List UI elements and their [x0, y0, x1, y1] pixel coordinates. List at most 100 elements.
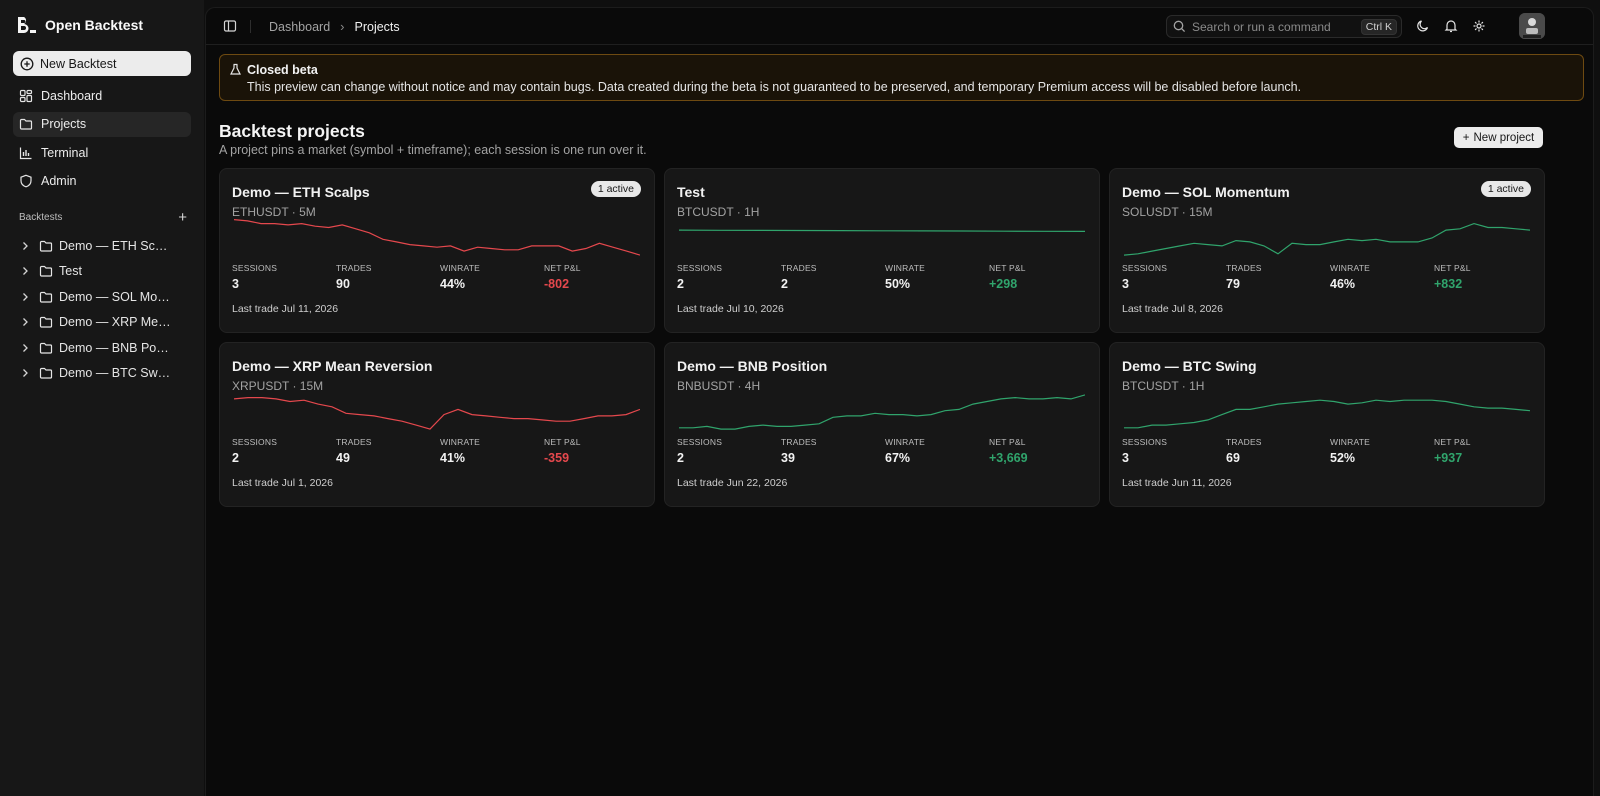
stat-label: SESSIONS [1122, 437, 1168, 447]
stat-value: 67% [885, 451, 911, 465]
stat-label: SESSIONS [677, 263, 723, 273]
stat-value: 44% [440, 277, 466, 291]
new-backtest-button[interactable]: New Backtest [13, 51, 191, 76]
stat-label: NET P&L [544, 437, 581, 447]
tree-item[interactable]: Demo — XRP Mean Reversion [19, 310, 189, 336]
bell-icon[interactable] [1444, 19, 1458, 33]
chevron-right-icon[interactable] [19, 316, 31, 328]
nav-item-dashboard[interactable]: Dashboard [13, 83, 191, 108]
dashboard-icon [19, 89, 33, 102]
project-card[interactable]: Demo — XRP Mean Reversion XRPUSDT · 15M … [219, 342, 655, 507]
breadcrumb: Dashboard › Projects [269, 19, 400, 34]
stat-net-pnl: NET P&L +298 [989, 263, 1026, 291]
folder-icon [39, 342, 53, 354]
stat-label: TRADES [336, 263, 372, 273]
stat-net-pnl: NET P&L -359 [544, 437, 581, 465]
stat-net-pnl: NET P&L +832 [1434, 263, 1471, 291]
project-card[interactable]: Demo — ETH Scalps ETHUSDT · 5M 1 active … [219, 168, 655, 333]
breadcrumb-projects: Projects [354, 19, 400, 34]
project-card[interactable]: Demo — BTC Swing BTCUSDT · 1H SESSIONS 3… [1109, 342, 1545, 507]
nav-item-admin[interactable]: Admin [13, 169, 191, 194]
breadcrumb-dashboard[interactable]: Dashboard [269, 19, 331, 34]
stat-label: WINRATE [440, 263, 480, 273]
avatar[interactable] [1519, 13, 1545, 39]
project-market: BNBUSDT · 4H [677, 379, 761, 393]
stat-value: 41% [440, 451, 466, 465]
status-badge: 1 active [1480, 181, 1531, 197]
stat-winrate: WINRATE 41% [440, 437, 480, 465]
stat-sessions: SESSIONS 3 [1122, 437, 1167, 465]
stat-net-pnl: NET P&L +3,669 [989, 437, 1028, 465]
folder-icon [39, 317, 53, 328]
new-project-button[interactable]: + New project [1454, 127, 1543, 148]
stat-label: WINRATE [1330, 437, 1370, 447]
stat-value: 50% [885, 277, 911, 291]
project-name: Demo — BNB Position [677, 358, 828, 374]
tree-item[interactable]: Demo — ETH Scalps [19, 233, 189, 259]
logo-icon [18, 17, 36, 33]
chevron-right-icon: › [340, 19, 345, 34]
tree-item[interactable]: Test [19, 259, 189, 285]
chevron-right-icon[interactable] [19, 291, 31, 303]
stat-label: TRADES [336, 437, 372, 447]
equity-sparkline [1124, 399, 1530, 429]
equity-sparkline [234, 396, 640, 430]
stat-sessions: SESSIONS 2 [677, 263, 722, 291]
nav-item-projects[interactable]: Projects [13, 111, 191, 137]
stat-value: 2 [781, 277, 788, 291]
stat-winrate: WINRATE 46% [1330, 263, 1370, 291]
status-badge: 1 active [590, 181, 641, 197]
brand[interactable]: Open Backtest [17, 15, 143, 35]
sparkline-path [1124, 399, 1530, 429]
sidebar-toggle-icon[interactable] [223, 19, 237, 33]
project-card[interactable]: Demo — BNB Position BNBUSDT · 4H SESSION… [664, 342, 1100, 507]
stat-label: WINRATE [885, 263, 925, 273]
tree-item[interactable]: Demo — BTC Swing [19, 361, 189, 387]
stat-label: NET P&L [989, 263, 1026, 273]
sparkline-path [679, 229, 1085, 232]
stat-value: 79 [1226, 277, 1240, 291]
stat-value: -802 [544, 277, 570, 291]
chevron-right-icon[interactable] [19, 265, 31, 277]
backtests-section-header: Backtests + [19, 208, 187, 226]
stat-winrate: WINRATE 50% [885, 263, 925, 291]
stat-winrate: WINRATE 52% [1330, 437, 1370, 465]
last-trade: Last trade Jul 1, 2026 [232, 477, 333, 489]
stat-trades: TRADES 79 [1226, 263, 1262, 291]
gear-icon[interactable] [1472, 19, 1486, 33]
moon-icon[interactable] [1416, 19, 1430, 33]
stat-value: +832 [1434, 277, 1463, 291]
project-name: Demo — XRP Mean Reversion [232, 358, 433, 374]
new-project-label: New project [1473, 131, 1535, 144]
chevron-right-icon[interactable] [19, 240, 31, 252]
flask-icon [230, 63, 241, 75]
tree-item[interactable]: Demo — BNB Position [19, 335, 189, 361]
stat-value: 39 [781, 451, 795, 465]
stat-trades: TRADES 69 [1226, 437, 1262, 465]
stat-value: +937 [1434, 451, 1463, 465]
project-card[interactable]: Demo — SOL Momentum SOLUSDT · 15M 1 acti… [1109, 168, 1545, 333]
command-search[interactable]: Search or run a command Ctrl K [1166, 15, 1402, 38]
stat-value: +3,669 [989, 451, 1028, 465]
new-backtest-label: New Backtest [40, 56, 117, 71]
chevron-right-icon[interactable] [19, 367, 31, 379]
project-card[interactable]: Test BTCUSDT · 1H SESSIONS 2 TRADES 2 WI… [664, 168, 1100, 333]
stat-value: 3 [1122, 451, 1129, 465]
stat-value: 52% [1330, 451, 1356, 465]
stat-value: 2 [677, 451, 684, 465]
banner-title: Closed beta [247, 63, 318, 77]
add-backtest-icon[interactable]: + [178, 208, 187, 226]
search-shortcut: Ctrl K [1360, 18, 1397, 35]
chevron-right-icon[interactable] [19, 342, 31, 354]
stat-trades: TRADES 49 [336, 437, 372, 465]
tree-item-label: Test [59, 264, 82, 279]
topbar: Dashboard › Projects Search or run a com… [206, 8, 1593, 45]
stat-value: 2 [677, 277, 684, 291]
backtests-tree: Demo — ETH Scalps Test Demo — SOL Moment… [19, 233, 189, 386]
nav-item-terminal[interactable]: Terminal [13, 140, 191, 165]
stat-trades: TRADES 39 [781, 437, 817, 465]
tree-item-label: Demo — BNB Position [59, 340, 171, 355]
tree-item[interactable]: Demo — SOL Momentum [19, 284, 189, 310]
sparkline-path [679, 394, 1085, 430]
stat-label: SESSIONS [232, 437, 278, 447]
